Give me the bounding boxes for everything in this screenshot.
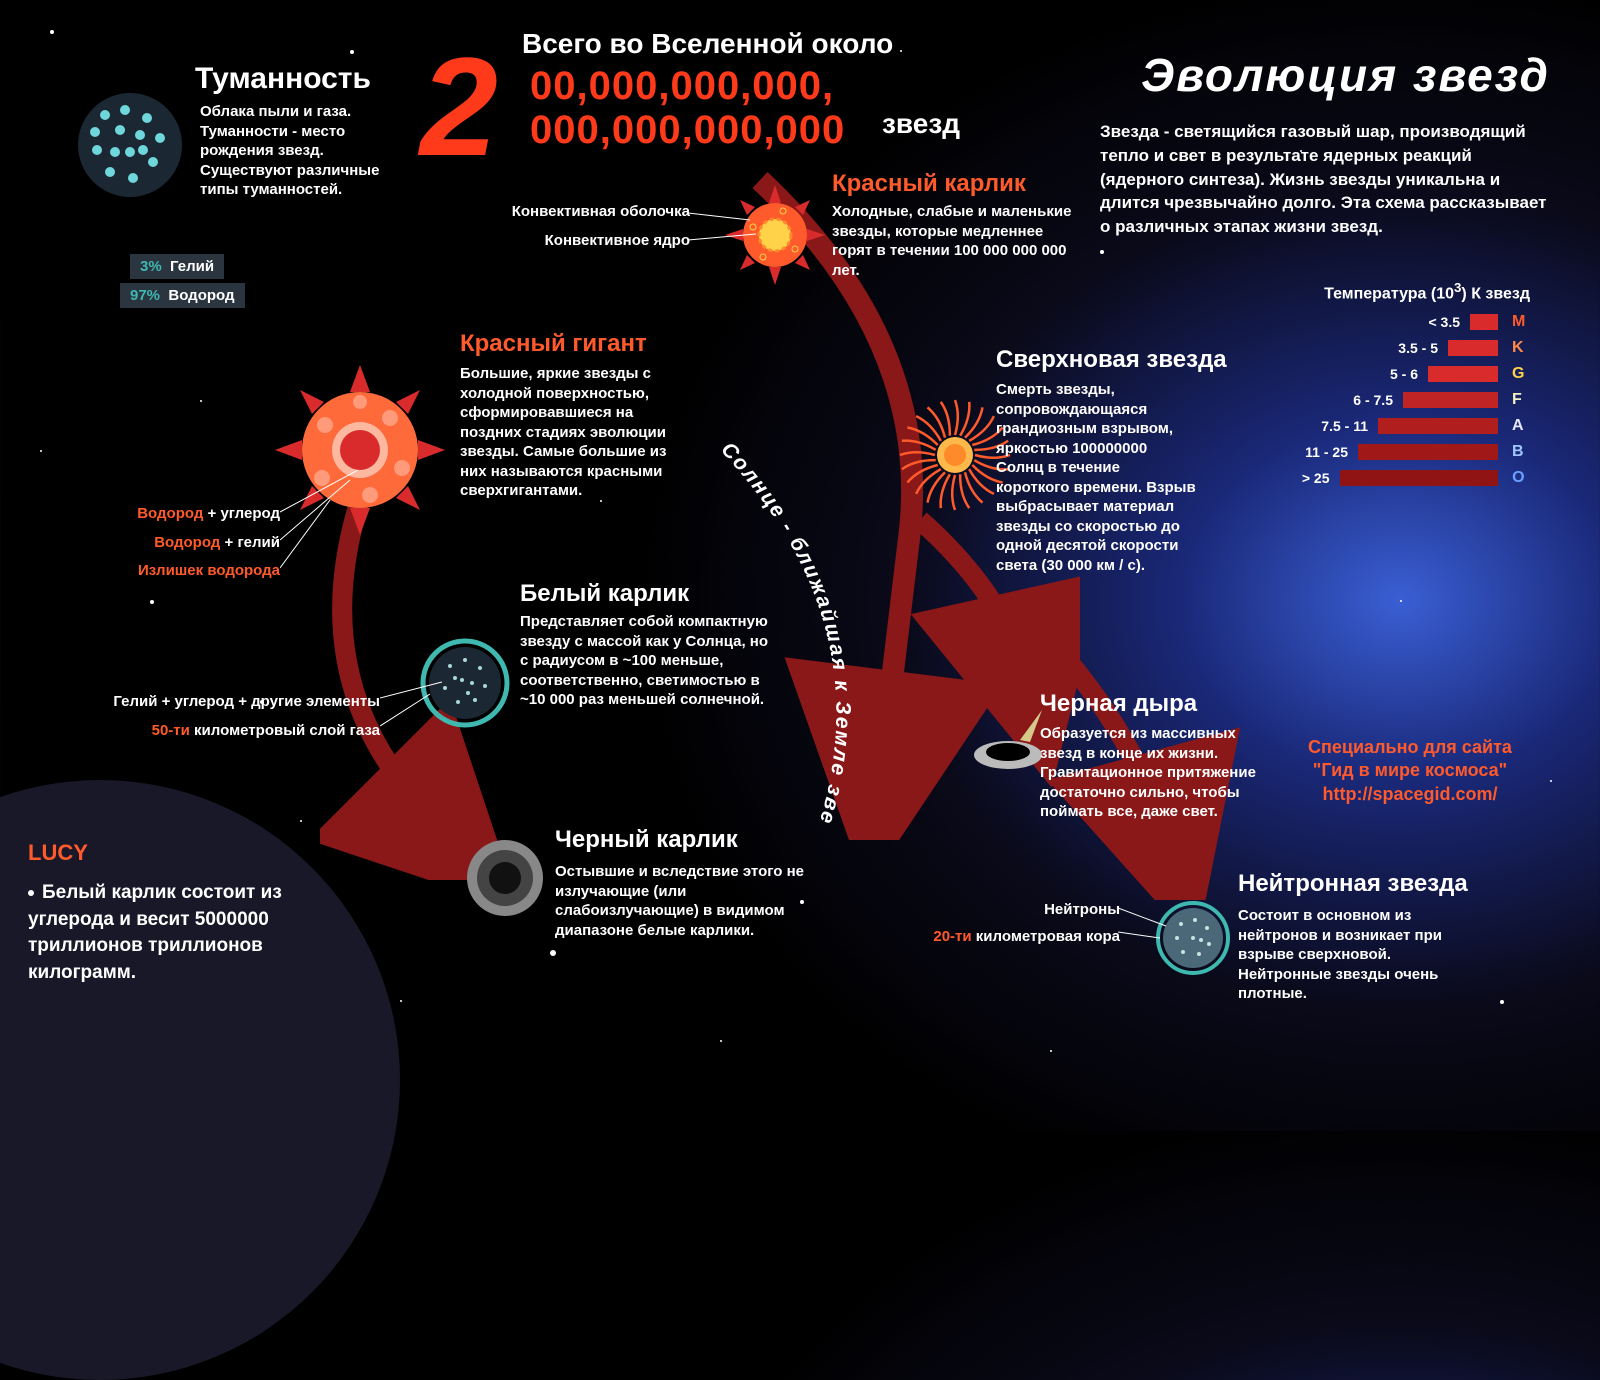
white-dwarf-pointer-lines: [380, 680, 450, 740]
red-dwarf-labels: Конвективная оболочка Конвективное ядро: [440, 198, 690, 255]
universe-count-label: Всего во Вселенной около: [522, 28, 893, 60]
red-giant-description: Большие, яркие звезды с холодной поверхн…: [460, 364, 690, 501]
nebula-description: Облака пыли и газа. Туманности - место р…: [200, 102, 390, 200]
sun-curved-text: Солнце - ближайшая к Земле звезда.: [700, 440, 960, 840]
neutron-star-pointer-lines: [1118, 902, 1168, 952]
black-hole-description: Образуется из массивных звезд в конце их…: [1040, 724, 1260, 822]
temp-row: < 3.5M: [1270, 312, 1530, 332]
temp-row: > 25O: [1270, 468, 1530, 488]
red-giant-title: Красный гигант: [460, 330, 647, 358]
universe-count-suffix: звезд: [882, 108, 960, 140]
black-hole-title: Черная дыра: [1040, 690, 1197, 718]
lucy-planet-graphic: [0, 780, 400, 1380]
red-dwarf-title: Красный карлик: [832, 170, 1026, 198]
universe-count-number: 00,000,000,000,000,000,000,000: [530, 64, 845, 152]
temperature-scale-title: Температура (103) К звезд: [1324, 280, 1530, 303]
credit-text: Специально для сайта "Гид в мире космоса…: [1280, 736, 1540, 806]
temp-row: 5 - 6G: [1270, 364, 1530, 384]
red-dwarf-pointer-lines: [688, 210, 758, 260]
neutron-star-description: Состоит в основном из нейтронов и возник…: [1238, 906, 1458, 1004]
red-giant-labels: Водород + углерод Водород + гелий Излише…: [60, 500, 280, 586]
black-dwarf-icon: [465, 838, 545, 918]
temp-row: 11 - 25B: [1270, 442, 1530, 462]
main-title: Эволюция звезд: [1141, 48, 1550, 102]
nebula-title: Туманность: [195, 62, 371, 96]
neutron-star-labels: Нейтроны 20-ти километровая кора: [830, 896, 1120, 950]
universe-count-digit: 2: [420, 44, 498, 170]
temperature-scale: < 3.5M 3.5 - 5K 5 - 6G 6 - 7.5F 7.5 - 11A 11 …: [1270, 312, 1530, 494]
red-dwarf-description: Холодные, слабые и маленькие звезды, кот…: [832, 202, 1072, 280]
supernova-title: Сверхновая звезда: [996, 346, 1227, 374]
neutron-star-title: Нейтронная звезда: [1238, 870, 1468, 898]
supernova-description: Смерть звезды, сопровождающаяся грандиоз…: [996, 380, 1196, 575]
red-giant-pointer-lines: [280, 470, 390, 590]
white-dwarf-labels: Гелий + углерод + другие элементы 50-ти …: [40, 688, 380, 745]
lucy-description: Белый карлик состоит из углерода и весит…: [28, 880, 318, 986]
temp-row: 6 - 7.5F: [1270, 390, 1530, 410]
nebula-composition: 3% Гелий 97% Водород: [130, 254, 245, 312]
black-dwarf-description: Остывшие и вследствие этого не излучающи…: [555, 862, 805, 940]
temp-row: 3.5 - 5K: [1270, 338, 1530, 358]
lucy-title: LUCY: [28, 840, 88, 866]
nebula-icon: [75, 90, 185, 200]
temp-row: 7.5 - 11A: [1270, 416, 1530, 436]
white-dwarf-title: Белый карлик: [520, 580, 689, 608]
main-intro-text: Звезда - светящийся газовый шар, произво…: [1100, 120, 1550, 239]
svg-text:Солнце - ближайшая к Земле зве: Солнце - ближайшая к Земле звезда.: [700, 440, 854, 828]
